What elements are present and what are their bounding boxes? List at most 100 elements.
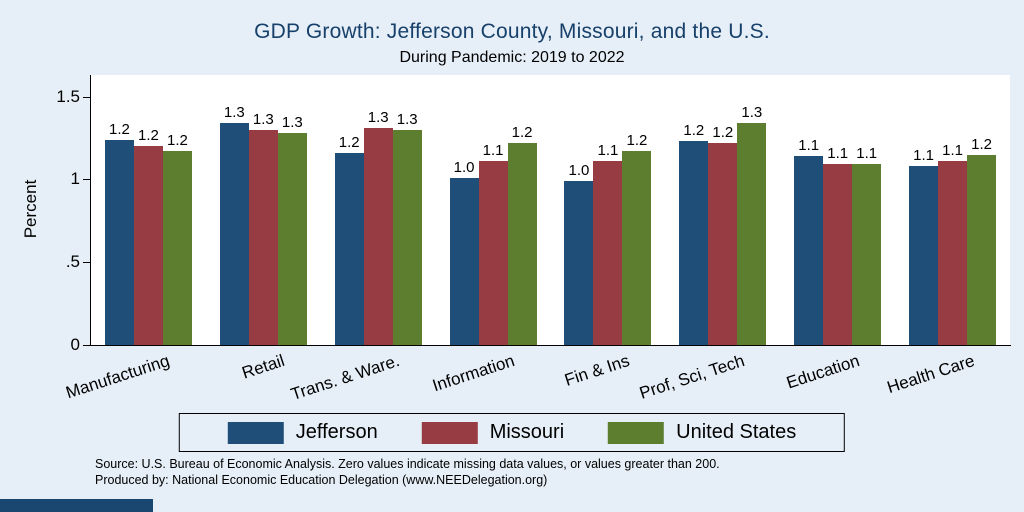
bar: 1.3 [392,111,422,345]
bar: 1.2 [708,124,738,345]
source-note: Source: U.S. Bureau of Economic Analysis… [95,457,720,488]
bar-rect [478,161,508,345]
bar: 1.3 [737,104,767,345]
missouri-swatch [421,421,478,444]
bar-rect [737,123,767,345]
bar-rect [593,161,623,345]
bar-rect [248,130,278,345]
legend-item-missouri: Missouri [421,421,565,444]
x-axis-label: Manufacturing [63,351,172,403]
legend-item-united-states: United States [608,421,796,444]
bar-value-label: 1.2 [138,127,159,144]
x-axis-label: Information [429,351,517,396]
x-axis-label: Health Care [884,351,977,398]
bar-rect [679,141,709,345]
bar: 1.0 [449,159,479,345]
bar-value-label: 1.3 [396,111,418,128]
y-tick-mark [83,179,90,181]
legend-label: Missouri [489,421,565,443]
bar-value-label: 1.2 [167,132,188,149]
bar-value-label: 1.2 [683,122,705,139]
bar-rect [564,181,594,345]
source-note-line1: Source: U.S. Bureau of Economic Analysis… [95,457,720,471]
bar-rect [162,151,192,345]
bar-rect [909,166,939,345]
bar-rect [133,146,163,345]
bar-rect [794,156,824,345]
bar-value-label: 1.1 [827,145,849,162]
bar-group: 1.0 1.1 1.2 [436,75,551,345]
bar-value-label: 1.3 [252,111,274,128]
legend-label: Jefferson [295,421,378,443]
chart-title: GDP Growth: Jefferson County, Missouri, … [254,20,770,43]
y-tick-mark [83,262,90,264]
bar-rect [392,130,422,345]
bar-groups: 1.2 1.2 1.2 1.3 1.3 1.3 1.2 1.3 1.3 1.0 1.1 1.2 1.0 1… [91,75,1010,345]
need-logo-strip [0,499,153,512]
bar-rect [363,128,393,345]
x-axis-label: Retail [239,351,287,383]
bar-rect [104,140,134,345]
bar-rect [277,133,307,345]
bar: 1.2 [104,121,134,345]
bar-rect [622,151,652,345]
chart-subtitle: During Pandemic: 2019 to 2022 [399,49,625,66]
bar-rect [507,143,537,345]
bar-group: 1.2 1.2 1.2 [91,75,206,345]
bar: 1.1 [938,142,968,345]
bar-group: 1.3 1.3 1.3 [206,75,321,345]
bar: 1.1 [909,147,939,345]
bar-group: 1.1 1.1 1.2 [895,75,1010,345]
y-tick-mark [83,345,90,346]
bar: 1.0 [564,162,594,345]
bar-rect [823,164,853,345]
bar: 1.1 [478,142,508,345]
bar-rect [938,161,968,345]
bar: 1.1 [852,145,882,345]
bar-value-label: 1.2 [338,134,360,151]
x-axis-label: Prof, Sci, Tech [636,351,747,403]
bar-value-label: 1.1 [482,142,504,159]
x-axis-label: Fin & Ins [561,351,632,390]
y-axis-line [90,75,91,346]
bar-value-label: 1.3 [223,104,245,121]
bar-value-label: 1.1 [798,137,820,154]
bar-value-label: 1.2 [971,136,992,153]
legend-item-jefferson: Jefferson [227,421,378,444]
bar: 1.2 [679,122,709,345]
bar-group: 1.0 1.1 1.2 [551,75,666,345]
y-tick-label: 0 [70,335,80,354]
bar-value-label: 1.0 [568,162,590,179]
bar: 1.2 [507,124,537,345]
bar: 1.1 [593,142,623,345]
bar-rect [334,153,364,345]
x-axis-line [90,345,1011,346]
legend: Jefferson Missouri United States [178,413,846,452]
y-tick-label: 1.5 [56,86,80,106]
y-tick-label: 1 [70,169,80,189]
bar: 1.3 [363,109,393,345]
bar-value-label: 1.2 [109,121,130,138]
x-axis-label: Trans. & Ware. [287,351,402,405]
bar-rect [449,178,479,345]
bar-rect [708,143,738,345]
bar: 1.2 [967,136,997,345]
jefferson-swatch [227,421,284,444]
bar-value-label: 1.2 [712,124,734,141]
bar-value-label: 1.2 [511,124,533,141]
bar-rect [219,123,249,345]
source-note-line2: Produced by: National Economic Education… [95,472,548,487]
bar: 1.2 [133,127,163,345]
bar: 1.3 [248,111,278,345]
bar: 1.2 [162,132,192,345]
bar-rect [852,164,882,345]
bar-rect [967,155,997,345]
bar: 1.2 [622,132,652,345]
bar: 1.1 [823,145,853,345]
x-axis-label: Education [783,351,862,393]
bar-value-label: 1.3 [367,109,389,126]
bar-value-label: 1.1 [913,147,934,164]
bar: 1.3 [219,104,249,345]
bar-value-label: 1.0 [453,159,475,176]
